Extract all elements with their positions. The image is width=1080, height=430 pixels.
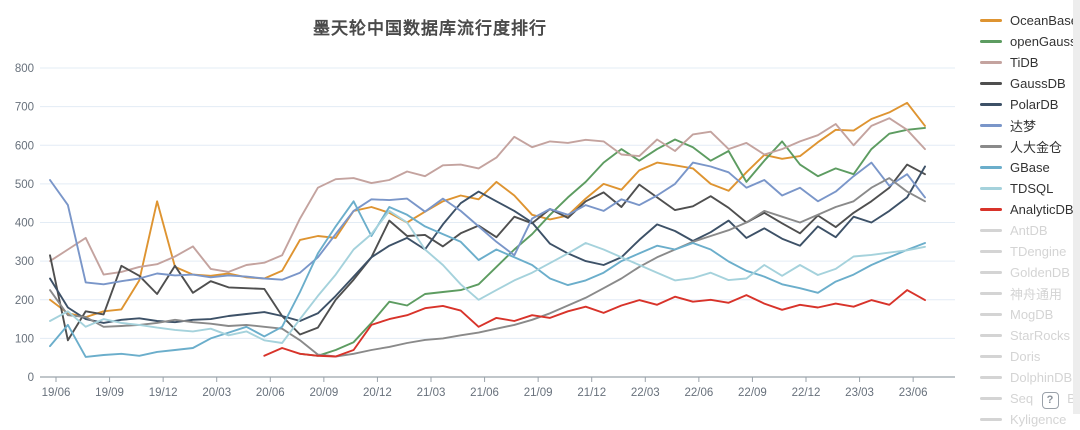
legend-swatch	[980, 82, 1002, 85]
x-axis-label: 21/06	[470, 387, 499, 399]
legend-label: GoldenDB	[1010, 265, 1070, 280]
series-line-TDSQL	[49, 209, 926, 344]
legend-swatch	[980, 124, 1002, 127]
legend-item-TiDB[interactable]: TiDB	[980, 52, 1076, 73]
legend-swatch	[980, 166, 1002, 169]
legend-item-TDSQL[interactable]: TDSQL	[980, 178, 1076, 199]
legend-item-OceanBase[interactable]: OceanBase	[980, 10, 1078, 31]
legend-swatch	[980, 40, 1002, 43]
legend-swatch	[980, 313, 1002, 316]
legend-item-人大金仓[interactable]: 人大金仓	[980, 136, 1076, 157]
legend-label: openGauss	[1010, 34, 1077, 49]
x-axis-label: 20/06	[256, 387, 285, 399]
x-axis-label: 22/12	[792, 387, 821, 399]
y-axis-label: 300	[15, 256, 34, 268]
legend-swatch	[980, 19, 1002, 22]
legend-item-神舟通用[interactable]: 神舟通用	[980, 283, 1076, 304]
legend-item-MogDB[interactable]: MogDB	[980, 304, 1076, 325]
x-axis-label: 22/09	[738, 387, 767, 399]
legend-swatch	[980, 397, 1002, 400]
x-axis-label: 21/12	[577, 387, 606, 399]
legend-swatch	[980, 187, 1002, 190]
legend-label: 人大金仓	[1010, 140, 1063, 155]
legend-swatch	[980, 103, 1002, 106]
x-axis-label: 22/03	[631, 387, 660, 399]
x-axis-label: 20/09	[309, 387, 338, 399]
legend-swatch	[980, 355, 1002, 358]
x-axis-label: 19/06	[42, 387, 71, 399]
x-axis-label: 21/09	[524, 387, 553, 399]
legend-label: TDengine	[1010, 244, 1067, 259]
series-line-GaussDB	[49, 163, 926, 342]
x-axis-label: 21/03	[417, 387, 446, 399]
y-axis-label: 700	[15, 102, 34, 114]
legend-item-Doris[interactable]: Doris	[980, 346, 1076, 367]
y-axis-label: 100	[15, 333, 34, 345]
legend-item-AntDB[interactable]: AntDB	[980, 220, 1076, 241]
series-line-GBase	[49, 200, 926, 358]
x-axis-label: 23/06	[899, 387, 928, 399]
legend-swatch	[980, 292, 1002, 295]
scrollbar[interactable]	[1073, 0, 1080, 414]
series-line-PolarDB	[49, 165, 926, 324]
legend-item-AnalyticDB[interactable]: AnalyticDB	[980, 199, 1076, 220]
x-axis-label: 23/03	[845, 387, 874, 399]
legend-label: TDSQL	[1010, 181, 1054, 196]
legend-item-DolphinDB[interactable]: DolphinDB	[980, 367, 1076, 388]
legend-item-TDengine[interactable]: TDengine	[980, 241, 1076, 262]
x-axis-label: 20/12	[363, 387, 392, 399]
y-axis-label: 600	[15, 140, 34, 152]
legend-item-openGauss[interactable]: openGauss	[980, 31, 1077, 52]
help-button-halo: ?	[1033, 383, 1067, 417]
legend-swatch	[980, 208, 1002, 211]
legend-label: DolphinDB	[1010, 370, 1073, 385]
legend-swatch	[980, 418, 1002, 421]
legend-label: StarRocks	[1010, 328, 1070, 343]
y-axis-label: 0	[28, 372, 34, 384]
x-axis-label: 22/06	[684, 387, 713, 399]
legend-label: TiDB	[1010, 55, 1039, 70]
series-line-AnalyticDB	[263, 289, 926, 358]
y-axis-label: 200	[15, 295, 34, 307]
legend-swatch	[980, 229, 1002, 232]
y-axis-label: 800	[15, 63, 34, 75]
legend-label: MogDB	[1010, 307, 1054, 322]
series-line-人大金仓	[49, 177, 926, 358]
y-axis-label: 400	[15, 218, 34, 230]
legend-swatch	[980, 271, 1002, 274]
legend-item-PolarDB[interactable]: PolarDB	[980, 94, 1076, 115]
legend-label: GaussDB	[1010, 76, 1066, 91]
legend-label: 神舟通用	[1010, 287, 1063, 302]
legend-label: AnalyticDB	[1010, 202, 1074, 217]
series-line-TiDB	[49, 117, 926, 276]
legend-label: Doris	[1010, 349, 1041, 364]
series-line-达梦	[49, 161, 926, 286]
legend-swatch	[980, 145, 1002, 148]
legend-label: AntDB	[1010, 223, 1048, 238]
legend-swatch	[980, 376, 1002, 379]
series-line-OceanBase	[49, 101, 926, 319]
series-line-openGauss	[299, 126, 926, 357]
legend-label: PolarDB	[1010, 97, 1059, 112]
legend-item-GoldenDB[interactable]: GoldenDB	[980, 262, 1076, 283]
legend-item-GaussDB[interactable]: GaussDB	[980, 73, 1076, 94]
line-chart: 0 100 200 300 400 500 600 700 800 19/06 19/09 19/12…	[15, 63, 955, 399]
legend-swatch	[980, 250, 1002, 253]
help-icon[interactable]: ?	[1041, 391, 1059, 409]
legend-item-达梦[interactable]: 达梦	[980, 115, 1076, 136]
x-axis-label: 19/12	[149, 387, 178, 399]
x-axis-label: 19/09	[95, 387, 124, 399]
page: { "chart_data": { "type": "line", "title…	[14, 0, 1080, 427]
y-axis-label: 500	[15, 179, 34, 191]
legend-item-GBase[interactable]: GBase	[980, 157, 1076, 178]
chart-title: 墨天轮中国数据库流行度排行	[313, 19, 547, 38]
legend: OceanBase openGauss TiDB GaussDB PolarDB 达梦人大…	[980, 10, 1078, 430]
legend-label: OceanBase	[1010, 13, 1078, 28]
legend-swatch	[980, 334, 1002, 337]
legend-item-StarRocks[interactable]: StarRocks	[980, 325, 1076, 346]
legend-label: 达梦	[1010, 119, 1037, 134]
legend-swatch	[980, 61, 1002, 64]
x-axis-label: 20/03	[202, 387, 231, 399]
legend-label: GBase	[1010, 160, 1050, 175]
